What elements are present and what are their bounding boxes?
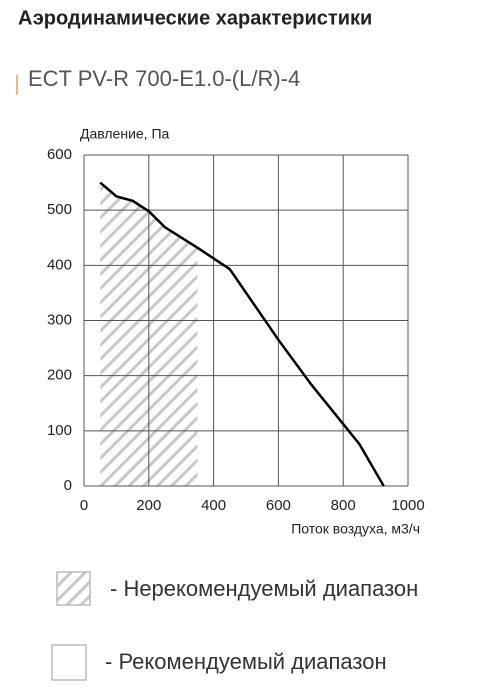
legend-swatch-plain (51, 644, 87, 681)
y-tick-label: 500 (47, 201, 72, 218)
legend-label: - Рекомендуемый диапазон (105, 649, 387, 674)
x-axis-label: Поток воздуха, м3/ч (291, 521, 420, 537)
y-tick-label: 400 (47, 256, 72, 273)
x-tick-label: 800 (331, 497, 356, 514)
x-tick-label: 400 (201, 497, 226, 514)
legend-label: - Нерекомендуемый диапазон (110, 576, 418, 601)
x-tick-label: 1000 (391, 497, 424, 514)
title: Аэродинамические характеристики (18, 7, 372, 29)
legend-swatch-hatched (56, 571, 91, 606)
model: ECT PV-R 700-E1.0-(L/R)-4 (28, 66, 300, 91)
y-tick-label: 200 (47, 367, 72, 384)
x-tick-label: 600 (266, 497, 291, 514)
y-tick-label: 0 (64, 477, 72, 494)
y-tick-label: 600 (47, 146, 72, 163)
x-tick-label: 0 (80, 497, 88, 514)
y-tick-label: 300 (47, 311, 72, 328)
y-tick-label: 100 (47, 422, 72, 439)
x-tick-label: 200 (136, 497, 161, 514)
curve (99, 181, 385, 487)
y-axis-label: Давление, Па (80, 126, 170, 142)
